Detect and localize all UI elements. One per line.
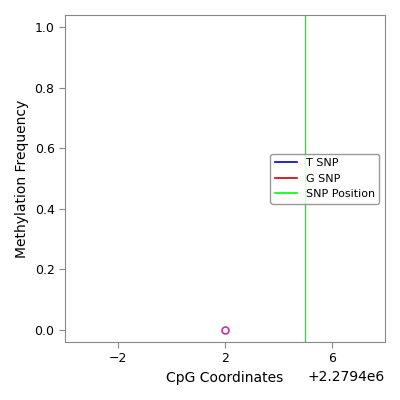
Legend: T SNP, G SNP, SNP Position: T SNP, G SNP, SNP Position	[270, 154, 380, 204]
X-axis label: CpG Coordinates: CpG Coordinates	[166, 371, 284, 385]
Y-axis label: Methylation Frequency: Methylation Frequency	[15, 99, 29, 258]
